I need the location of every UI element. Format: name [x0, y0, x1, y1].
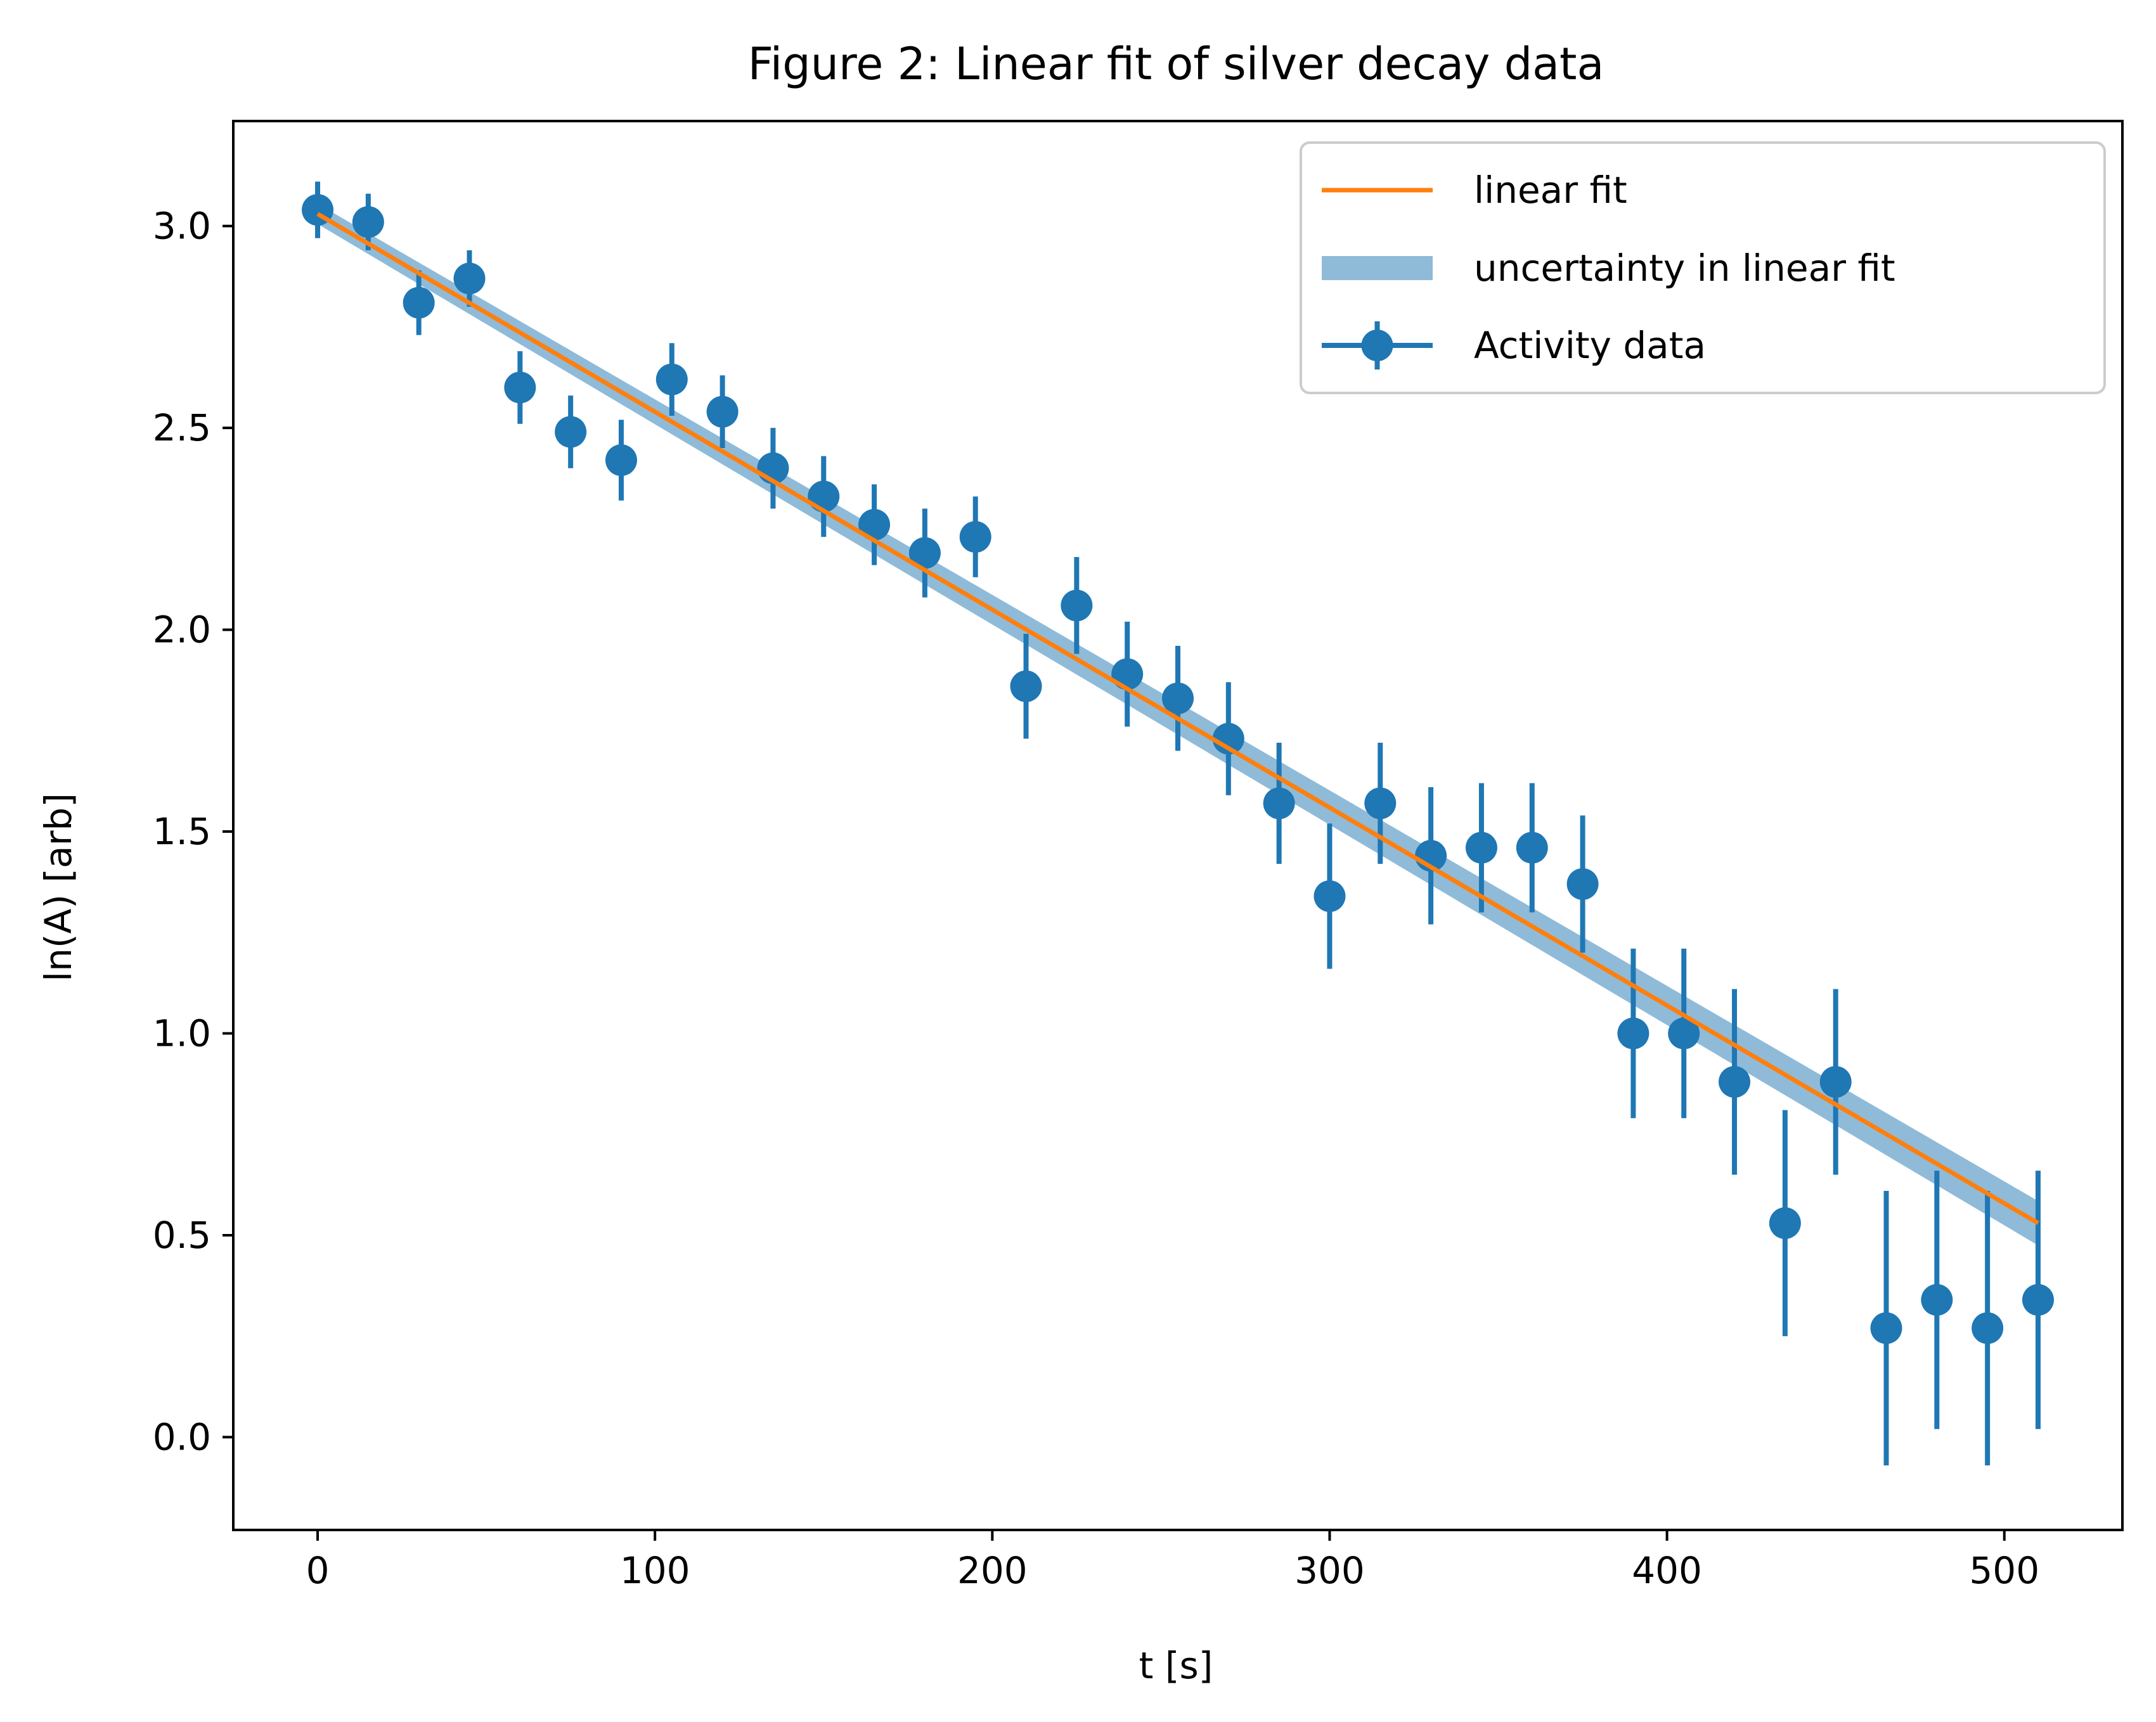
legend-label: uncertainty in linear fit	[1474, 247, 1895, 290]
data-point	[1819, 1065, 1852, 1098]
y-tick-label: 3.0	[153, 205, 211, 248]
legend-label: Activity data	[1474, 324, 1706, 367]
x-tick-label: 100	[620, 1549, 690, 1592]
data-point	[403, 286, 435, 319]
x-tick-label: 300	[1294, 1549, 1365, 1592]
axes-frame	[232, 120, 2124, 1531]
data-point	[858, 508, 891, 541]
data-point	[504, 371, 536, 404]
y-tick-label: 2.0	[153, 608, 211, 652]
data-point	[1263, 787, 1295, 819]
chart-title: Figure 2: Linear fit of silver decay dat…	[748, 38, 1604, 90]
x-tick-label: 500	[1969, 1549, 2039, 1592]
legend-box	[1300, 141, 2106, 394]
data-point	[1061, 589, 1093, 622]
data-point	[1162, 682, 1194, 714]
y-tick-label: 1.0	[153, 1012, 211, 1055]
data-point	[808, 480, 840, 513]
data-point	[1719, 1065, 1751, 1098]
data-point	[1364, 787, 1397, 819]
legend-data-marker	[1361, 330, 1393, 361]
data-point	[2022, 1283, 2054, 1316]
data-point	[959, 521, 991, 553]
data-point	[1921, 1283, 1953, 1316]
x-tick-label: 0	[306, 1549, 330, 1592]
x-tick-label: 200	[957, 1549, 1028, 1592]
data-point	[655, 363, 688, 395]
x-axis-label: t [s]	[1139, 1644, 1213, 1687]
data-point	[1870, 1312, 1902, 1344]
y-tick-label: 0.5	[153, 1214, 211, 1257]
legend-band-swatch	[1322, 256, 1433, 280]
fit-line	[316, 212, 2039, 1225]
legend: linear fit uncertainty in linear fit Activ…	[1300, 141, 2106, 394]
data-point	[1314, 880, 1346, 912]
data-point	[1972, 1312, 2004, 1344]
data-point	[1566, 868, 1599, 900]
data-point	[1769, 1207, 1801, 1239]
y-tick-label: 1.5	[153, 810, 211, 853]
data-point	[908, 537, 941, 569]
data-point	[453, 262, 486, 295]
y-tick-label: 0.0	[153, 1415, 211, 1458]
data-point	[1617, 1017, 1649, 1050]
data-point	[1668, 1017, 1700, 1050]
x-tick-label: 400	[1632, 1549, 1702, 1592]
data-point	[555, 416, 587, 448]
data-point	[1516, 832, 1548, 864]
data-point	[1212, 723, 1244, 755]
y-tick-label: 2.5	[153, 406, 211, 449]
data-point	[1010, 670, 1042, 702]
legend-label: linear fit	[1474, 169, 1627, 212]
data-point	[706, 395, 739, 428]
data-point	[352, 206, 384, 238]
plot-area: 0 100 200 300 400 500 0.0 0.5 1.0 1.5 2.0 2.5 3.0	[153, 120, 2124, 1592]
y-axis-label: ln(A) [arb]	[37, 793, 80, 982]
data-point	[1111, 658, 1144, 690]
data-point	[1465, 832, 1497, 864]
data-point	[605, 444, 637, 477]
